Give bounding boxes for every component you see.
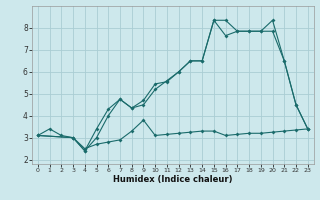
X-axis label: Humidex (Indice chaleur): Humidex (Indice chaleur): [113, 175, 233, 184]
